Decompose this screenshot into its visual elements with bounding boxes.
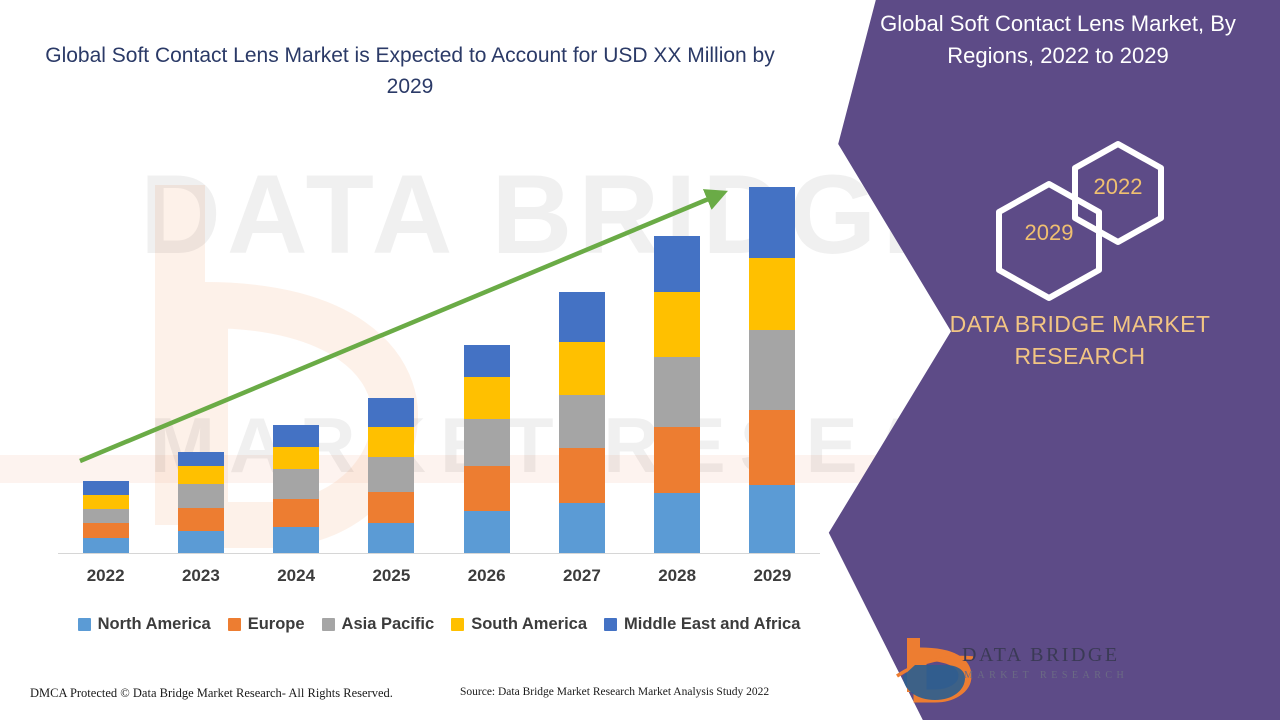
- chart-title: Global Soft Contact Lens Market is Expec…: [45, 44, 775, 98]
- legend-label: South America: [471, 615, 588, 633]
- bar-segment: [177, 484, 224, 508]
- bar-segment: [82, 509, 129, 523]
- x-tick-label: 2023: [181, 566, 220, 585]
- bar-column: [82, 481, 129, 553]
- x-tick-label: 2026: [467, 566, 506, 585]
- bar-segment: [463, 419, 510, 466]
- bar-segment: [654, 427, 701, 493]
- legend-item[interactable]: South America: [451, 615, 587, 634]
- bar-column: [558, 292, 605, 553]
- hexagon-2029-icon: 2029: [994, 180, 1104, 302]
- bar-segment: [463, 511, 510, 553]
- legend-label: Asia Pacific: [341, 615, 435, 633]
- x-tick-label: 2024: [277, 566, 316, 585]
- bar-segment: [177, 466, 224, 484]
- bar-segment: [177, 531, 224, 553]
- bar-column: [177, 452, 224, 553]
- bar-segment: [558, 395, 605, 448]
- dbmr-logo-subtext: MARKET RESEARCH: [964, 670, 1129, 681]
- bar-segment: [463, 345, 510, 377]
- legend-swatch: [227, 618, 241, 631]
- bar-segment: [654, 493, 701, 553]
- bar-segment: [368, 427, 415, 457]
- bar-segment: [273, 469, 320, 499]
- bar-segment: [558, 503, 605, 553]
- bar-segment: [749, 258, 796, 330]
- x-tick-label: 2029: [753, 566, 792, 585]
- bar-segment: [654, 292, 701, 357]
- chart-legend: North America Europe Asia Pacific South Ame…: [58, 615, 820, 634]
- bar-segment: [177, 452, 224, 466]
- bar-column: [368, 398, 415, 553]
- footer-copyright: DMCA Protected © Data Bridge Market Rese…: [30, 686, 393, 700]
- hexagon-2022-icon: 2022: [1070, 140, 1166, 246]
- bar-column: [463, 345, 510, 553]
- legend-item[interactable]: North America: [77, 615, 211, 634]
- bar-segment: [368, 492, 415, 523]
- legend-label: Europe: [247, 615, 305, 633]
- stacked-bar-group: [58, 160, 820, 553]
- legend-item[interactable]: Europe: [227, 615, 305, 634]
- bar-column: [749, 187, 796, 553]
- bar-segment: [654, 357, 701, 427]
- legend-swatch: [321, 618, 335, 631]
- footer-source: Source: Data Bridge Market Research Mark…: [460, 686, 770, 698]
- x-tick-label: 2027: [562, 566, 601, 585]
- bar-segment: [177, 508, 224, 531]
- hexagon-2029-label: 2029: [1024, 220, 1074, 245]
- bar-segment: [82, 538, 129, 553]
- hexagon-2022-label: 2022: [1093, 174, 1143, 199]
- legend-swatch: [451, 618, 465, 631]
- dbmr-logo-icon: [893, 632, 1123, 704]
- x-tick-label: 2022: [86, 566, 125, 585]
- bar-segment: [749, 187, 796, 258]
- x-tick-label: 2028: [658, 566, 697, 585]
- bar-column: [273, 425, 320, 553]
- bar-segment: [273, 499, 320, 527]
- bar-segment: [558, 342, 605, 395]
- bar-segment: [368, 457, 415, 492]
- x-tick-label: 2025: [372, 566, 411, 585]
- bar-segment: [749, 330, 796, 410]
- legend-label: Middle East and Africa: [624, 615, 801, 633]
- chart-area: Global Soft Contact Lens Market is Expec…: [45, 44, 820, 634]
- bar-segment: [558, 292, 605, 342]
- legend-label: North America: [97, 615, 211, 633]
- bar-segment: [749, 485, 796, 553]
- bar-segment: [749, 410, 796, 485]
- bar-segment: [273, 527, 320, 553]
- panel-title: Global Soft Contact Lens Market, By Regi…: [880, 11, 1236, 68]
- bar-column: [654, 236, 701, 553]
- bar-segment: [82, 495, 129, 509]
- bar-segment: [654, 236, 701, 292]
- bar-segment: [82, 523, 129, 538]
- panel-brand-text: DATA BRIDGE MARKET RESEARCH: [949, 311, 1211, 369]
- bar-segment: [463, 466, 510, 511]
- x-axis-line: [58, 553, 820, 554]
- bar-segment: [368, 523, 415, 553]
- bar-segment: [463, 377, 510, 419]
- bar-segment: [558, 448, 605, 503]
- legend-swatch: [604, 618, 618, 631]
- bar-segment: [82, 481, 129, 495]
- legend-item[interactable]: Middle East and Africa: [604, 615, 800, 634]
- bar-segment: [368, 398, 415, 427]
- dbmr-logo-wordmark: DATA BRIDGE: [962, 644, 1120, 666]
- legend-item[interactable]: Asia Pacific: [321, 615, 435, 634]
- bar-segment: [273, 447, 320, 469]
- legend-swatch: [77, 618, 91, 631]
- hexagon-badges: 2022 2029: [992, 140, 1192, 301]
- bar-segment: [273, 425, 320, 447]
